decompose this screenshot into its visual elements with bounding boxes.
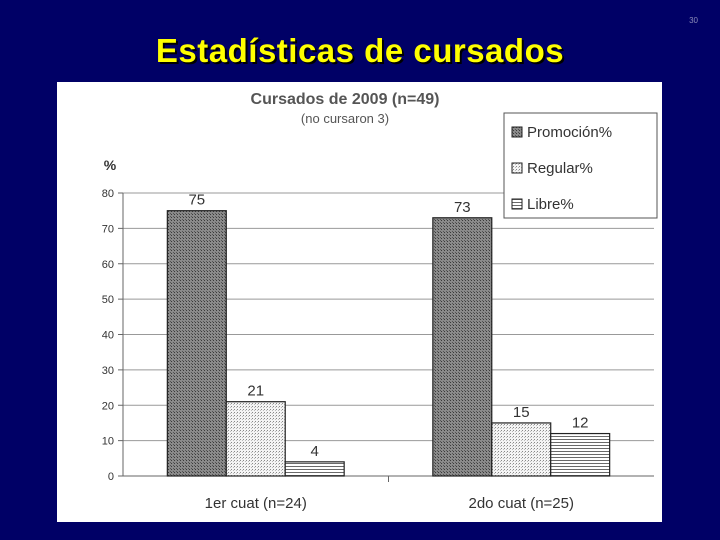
data-label: 12: [572, 415, 589, 432]
y-tick-label: 10: [102, 436, 114, 448]
data-label: 4: [311, 443, 319, 460]
data-labels: 75 21 4 73 15 12: [188, 192, 588, 460]
bars: [166, 210, 611, 477]
y-axis-label: %: [104, 157, 117, 173]
data-label: 75: [188, 192, 205, 209]
x-tick-label: 1er cuat (n=24): [205, 495, 307, 512]
legend-label: Promoción%: [527, 124, 612, 141]
slide-number: 30: [689, 16, 698, 25]
chart-panel: Cursados de 2009 (n=49) (no cursaron 3) …: [57, 82, 662, 522]
slide-title: Estadísticas de cursados: [155, 32, 565, 69]
bar-regular: [491, 422, 552, 477]
legend-swatch: [511, 162, 523, 174]
legend-label: Libre%: [527, 196, 574, 213]
x-tick-labels: 1er cuat (n=24) 2do cuat (n=25): [205, 495, 574, 512]
y-tick-label: 40: [102, 330, 114, 342]
y-tick-label: 80: [102, 188, 114, 200]
y-tick-label: 60: [102, 259, 114, 271]
legend: Promoción% Regular% Libre%: [503, 112, 658, 219]
bar-libre: [284, 461, 345, 477]
bar-promocion: [166, 210, 227, 477]
y-tick-label: 50: [102, 294, 114, 306]
data-label: 73: [454, 199, 471, 216]
bar-libre: [550, 432, 611, 477]
y-tick-label: 30: [102, 365, 114, 377]
y-tick-label: 0: [108, 471, 114, 483]
data-label: 15: [513, 404, 530, 421]
y-tick-labels: 0 10 20 30 40 50 60 70 80: [102, 188, 114, 483]
bar-regular: [225, 401, 286, 477]
y-tick-label: 70: [102, 223, 114, 235]
bar-chart: Cursados de 2009 (n=49) (no cursaron 3) …: [102, 91, 658, 512]
chart-title: Cursados de 2009 (n=49): [251, 91, 440, 108]
x-tick-label: 2do cuat (n=25): [469, 495, 575, 512]
legend-swatch: [511, 198, 523, 210]
legend-box: [503, 112, 658, 219]
legend-label: Regular%: [527, 160, 593, 177]
bar-promocion: [432, 217, 493, 477]
legend-swatch: [511, 126, 523, 138]
data-label: 21: [247, 383, 264, 400]
y-tick-label: 20: [102, 400, 114, 412]
chart-subtitle: (no cursaron 3): [301, 111, 389, 126]
